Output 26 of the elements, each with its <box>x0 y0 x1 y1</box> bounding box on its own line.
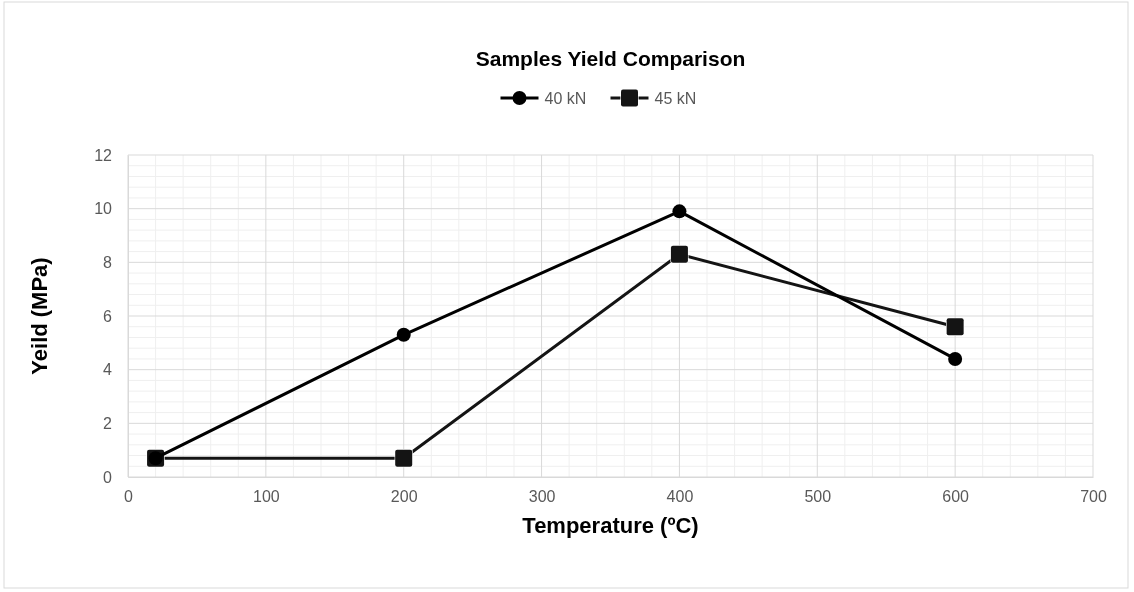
point <box>672 204 687 219</box>
x-tick-label: 400 <box>666 488 694 506</box>
x-tick-label: 600 <box>942 488 970 506</box>
x-tick-label: 0 <box>124 488 134 506</box>
point <box>946 317 965 336</box>
point <box>394 449 413 468</box>
point <box>948 351 963 366</box>
y-tick-label: 10 <box>94 200 113 218</box>
legend-label: 40 kN <box>544 90 587 107</box>
legend-label: 45 kN <box>654 90 697 107</box>
y-tick-label: 2 <box>103 414 113 432</box>
y-tick-label: 8 <box>103 253 113 271</box>
x-tick-label: 500 <box>804 488 832 506</box>
x-tick-label: 200 <box>390 488 418 506</box>
y-tick-label: 6 <box>103 307 113 325</box>
y-tick-label: 4 <box>103 361 113 379</box>
x-axis-title: Temperature (ºC) <box>522 513 699 538</box>
x-tick-label: 100 <box>253 488 280 506</box>
y-tick-label: 12 <box>94 146 113 164</box>
y-axis-title: Yeild (MPa) <box>27 257 52 375</box>
point <box>670 245 689 264</box>
x-tick-label: 700 <box>1080 488 1107 506</box>
chart-title: Samples Yield Comparison <box>475 47 746 70</box>
x-tick-label: 300 <box>528 488 556 506</box>
y-tick-label: 0 <box>103 468 113 486</box>
point <box>396 327 411 342</box>
